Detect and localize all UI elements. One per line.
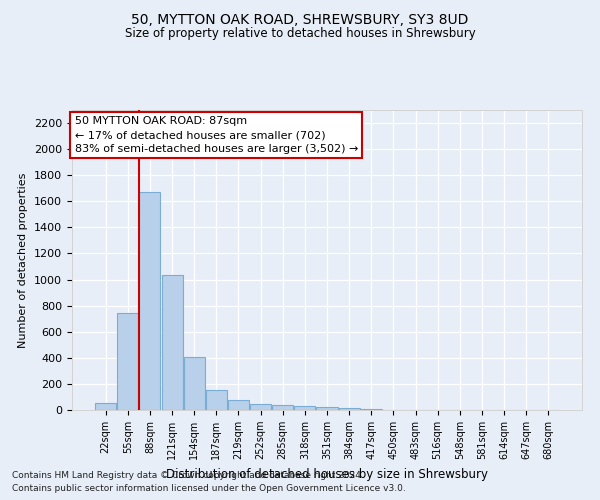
- Bar: [361, 408, 382, 410]
- Bar: [228, 400, 249, 410]
- Bar: [118, 313, 139, 410]
- Bar: [161, 275, 182, 410]
- Bar: [184, 357, 205, 410]
- Bar: [272, 405, 293, 410]
- Bar: [250, 404, 271, 410]
- Y-axis label: Number of detached properties: Number of detached properties: [19, 172, 28, 348]
- Text: 50 MYTTON OAK ROAD: 87sqm
← 17% of detached houses are smaller (702)
83% of semi: 50 MYTTON OAK ROAD: 87sqm ← 17% of detac…: [74, 116, 358, 154]
- Text: Size of property relative to detached houses in Shrewsbury: Size of property relative to detached ho…: [125, 28, 475, 40]
- Bar: [95, 404, 116, 410]
- Text: Contains HM Land Registry data © Crown copyright and database right 2024.: Contains HM Land Registry data © Crown c…: [12, 470, 364, 480]
- X-axis label: Distribution of detached houses by size in Shrewsbury: Distribution of detached houses by size …: [166, 468, 488, 480]
- Bar: [139, 192, 160, 410]
- Bar: [295, 406, 316, 410]
- Bar: [206, 390, 227, 410]
- Text: 50, MYTTON OAK ROAD, SHREWSBURY, SY3 8UD: 50, MYTTON OAK ROAD, SHREWSBURY, SY3 8UD: [131, 12, 469, 26]
- Bar: [316, 408, 338, 410]
- Bar: [338, 408, 359, 410]
- Text: Contains public sector information licensed under the Open Government Licence v3: Contains public sector information licen…: [12, 484, 406, 493]
